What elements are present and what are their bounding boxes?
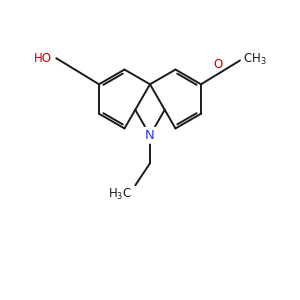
- Text: O: O: [214, 58, 223, 71]
- Text: HO: HO: [34, 52, 52, 65]
- Text: CH$_3$: CH$_3$: [243, 52, 267, 67]
- Text: N: N: [145, 129, 155, 142]
- Text: H$_3$C: H$_3$C: [108, 187, 132, 202]
